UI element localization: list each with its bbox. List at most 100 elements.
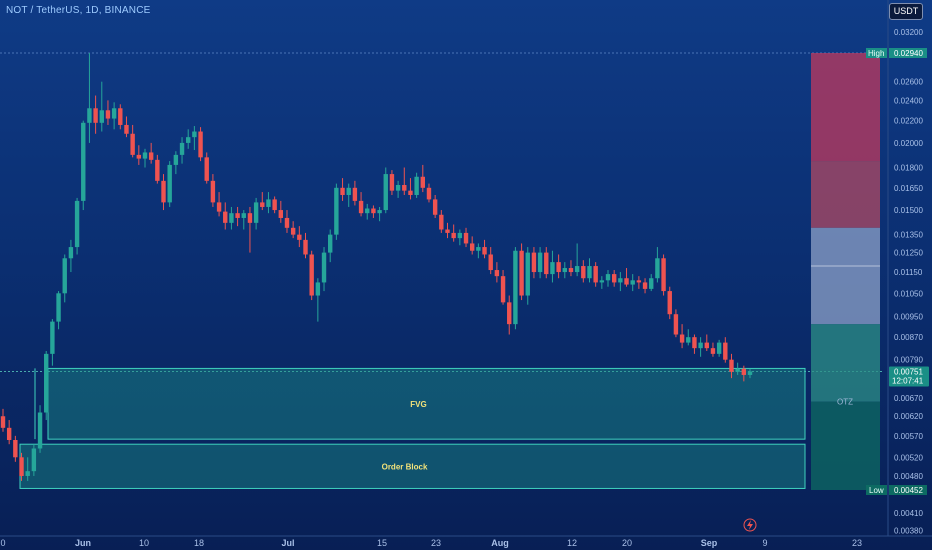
candle-body: [179, 142, 185, 155]
candle-body: [568, 268, 574, 273]
candle-body: [747, 371, 753, 375]
currency-button[interactable]: USDT: [889, 3, 923, 20]
candle-body: [550, 262, 555, 275]
candle-body: [365, 208, 370, 214]
y-tick-label: 0.01800: [894, 164, 923, 173]
candle-body: [93, 108, 98, 123]
candle-body: [562, 268, 567, 273]
candle-body: [371, 208, 376, 214]
y-tick-label: 0.00670: [894, 394, 923, 403]
candle-body: [266, 199, 271, 207]
candle-body: [488, 254, 493, 271]
candle-body: [192, 131, 197, 138]
last-price-countdown: 12:07:41: [892, 377, 924, 386]
candle-body: [111, 108, 117, 119]
candle-body: [216, 202, 222, 212]
high-tag: [866, 48, 887, 58]
candle-body: [537, 252, 543, 273]
y-tick-label: 0.00520: [894, 453, 923, 462]
candle-body: [327, 234, 333, 253]
y-tick-label: 0.01250: [894, 249, 923, 258]
candle-body: [87, 108, 92, 123]
candle-body: [463, 232, 469, 244]
candle-body: [198, 131, 203, 158]
chart-symbol-title: NOT / TetherUS, 1D, BINANCE: [6, 5, 151, 16]
x-tick-label: 12: [567, 538, 577, 548]
candle-body: [655, 258, 660, 279]
candle-body: [334, 187, 339, 235]
candle-body: [186, 137, 191, 143]
candle-body: [223, 211, 228, 223]
candle-body: [204, 157, 209, 181]
candle-body: [605, 274, 611, 281]
candle-body: [686, 337, 691, 343]
candle-body: [118, 108, 123, 125]
lightning-bolt-icon: [747, 520, 753, 530]
candle-body: [297, 234, 302, 240]
candle-body: [710, 348, 716, 354]
candle-body: [519, 250, 524, 296]
y-tick-label: 0.01050: [894, 289, 923, 298]
candle-body: [44, 353, 49, 413]
candle-body: [704, 342, 709, 349]
candle-body: [531, 252, 537, 273]
candle-body: [482, 247, 487, 255]
candle-body: [247, 213, 253, 223]
zone-label-fvg: FVG: [410, 400, 426, 409]
candle-body: [253, 202, 259, 223]
candle-body: [173, 154, 179, 165]
candle-body: [105, 110, 111, 119]
candle-body: [395, 184, 401, 191]
y-tick-label: 0.02000: [894, 139, 923, 148]
candle-body: [377, 210, 382, 214]
candle-body: [13, 439, 18, 458]
candle-body: [161, 180, 166, 203]
candle-body: [136, 154, 142, 159]
candle-body: [698, 342, 703, 349]
candle-body: [513, 250, 518, 325]
candle-body: [716, 342, 722, 354]
candle-body: [469, 243, 475, 251]
candle-body: [260, 202, 265, 207]
last-price-value: 0.00751: [894, 368, 923, 377]
candle-body: [420, 176, 426, 188]
candle-body: [0, 416, 6, 428]
candle-body: [636, 280, 642, 283]
candle-body: [148, 152, 154, 160]
otz-label: OTZ: [837, 398, 853, 407]
candle-body: [445, 229, 450, 233]
candle-body: [587, 266, 592, 279]
low-tag: [866, 485, 887, 495]
candle-body: [352, 187, 358, 201]
candle-body: [673, 314, 679, 335]
x-tick-label: 23: [852, 538, 862, 548]
candle-body: [581, 266, 586, 279]
y-tick-label: 0.01650: [894, 184, 923, 193]
candle-body: [500, 276, 506, 303]
y-tick-label: 0.00790: [894, 356, 923, 365]
candle-body: [167, 164, 172, 203]
candle-body: [476, 247, 481, 251]
y-tick-label: 0.02400: [894, 96, 923, 105]
candle-body: [62, 258, 67, 294]
candle-body: [729, 359, 734, 372]
candle-body: [290, 227, 296, 235]
candle-body: [735, 368, 740, 372]
candle-body: [402, 184, 407, 191]
candle-body: [451, 232, 456, 239]
x-tick-label: Aug: [491, 538, 509, 548]
candle-body: [6, 427, 12, 440]
candle-body: [593, 266, 598, 283]
candle-body: [741, 368, 747, 375]
candle-body: [50, 321, 55, 354]
side-band-3: [811, 324, 880, 402]
candle-body: [74, 200, 80, 248]
candle-body: [340, 187, 345, 195]
low-value-label: 0.00452: [894, 486, 923, 495]
candle-body: [68, 247, 74, 259]
lightning-event-icon[interactable]: [743, 518, 757, 532]
candle-body: [667, 291, 672, 315]
y-tick-label: 0.00570: [894, 432, 923, 441]
candle-body: [556, 262, 561, 273]
